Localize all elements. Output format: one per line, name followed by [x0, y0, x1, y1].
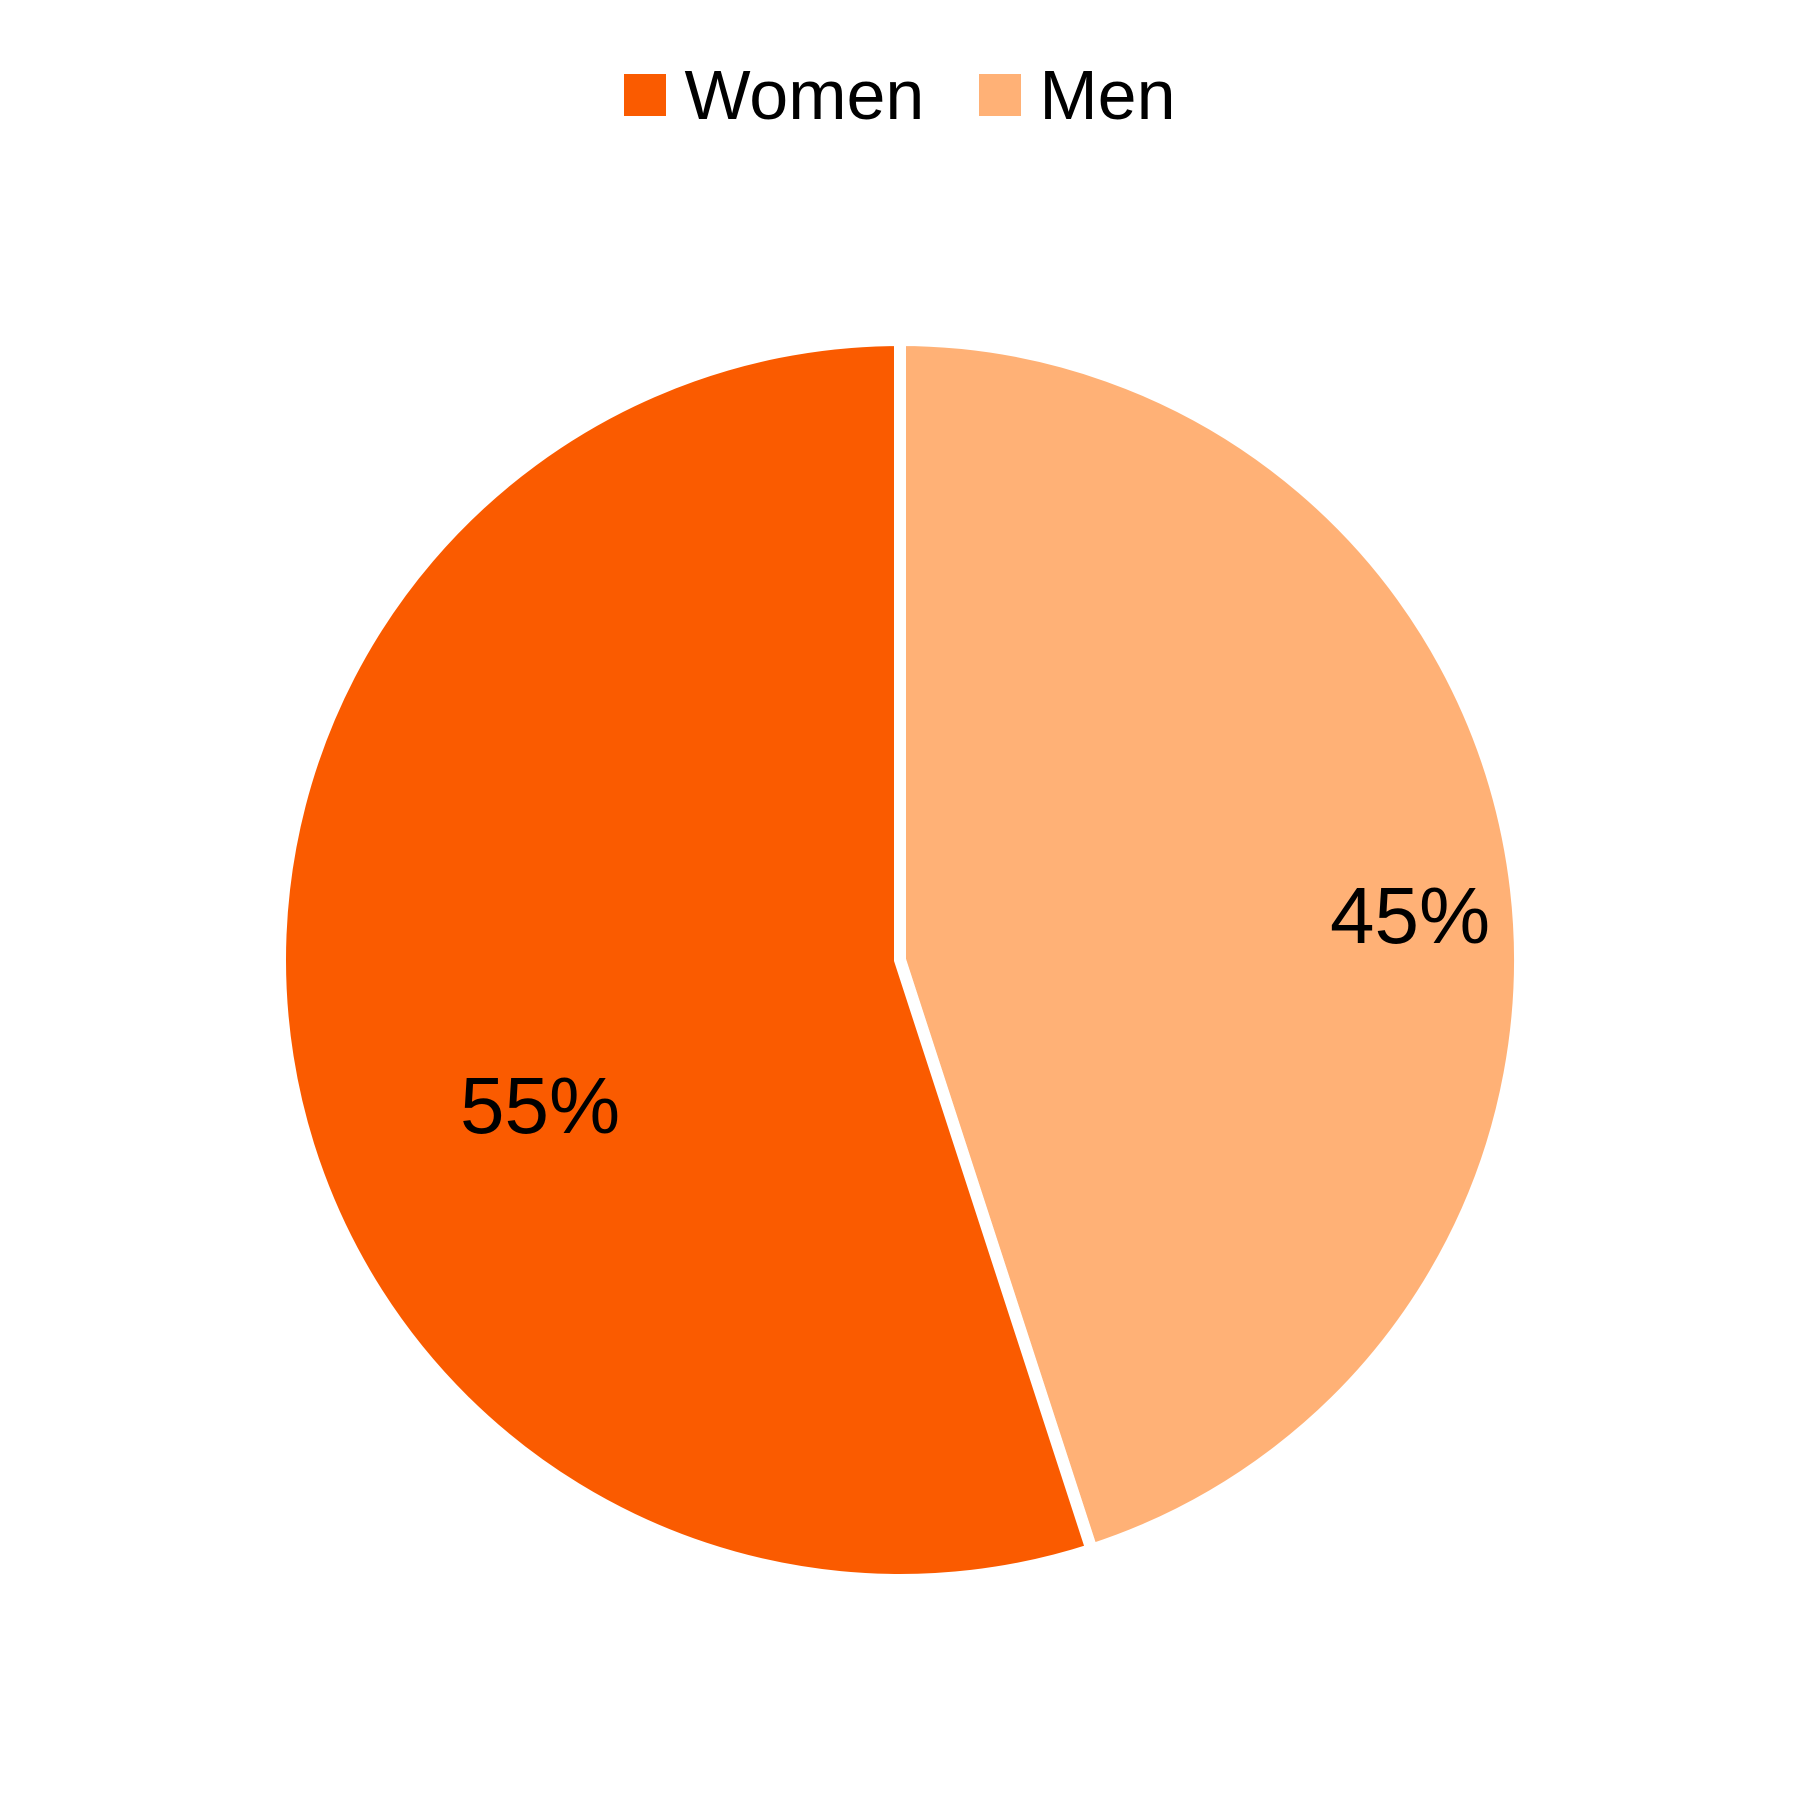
legend-item-women: Women [624, 60, 924, 130]
slice-label-men: 45% [1330, 870, 1490, 962]
legend-swatch-icon [979, 74, 1021, 116]
legend-item-men: Men [979, 60, 1175, 130]
chart-canvas: Women Men 45% 55% [0, 0, 1800, 1800]
legend-swatch-icon [624, 74, 666, 116]
slice-label-women: 55% [460, 1060, 620, 1152]
legend: Women Men [0, 60, 1800, 130]
legend-label: Women [684, 60, 924, 130]
legend-label: Men [1039, 60, 1175, 130]
